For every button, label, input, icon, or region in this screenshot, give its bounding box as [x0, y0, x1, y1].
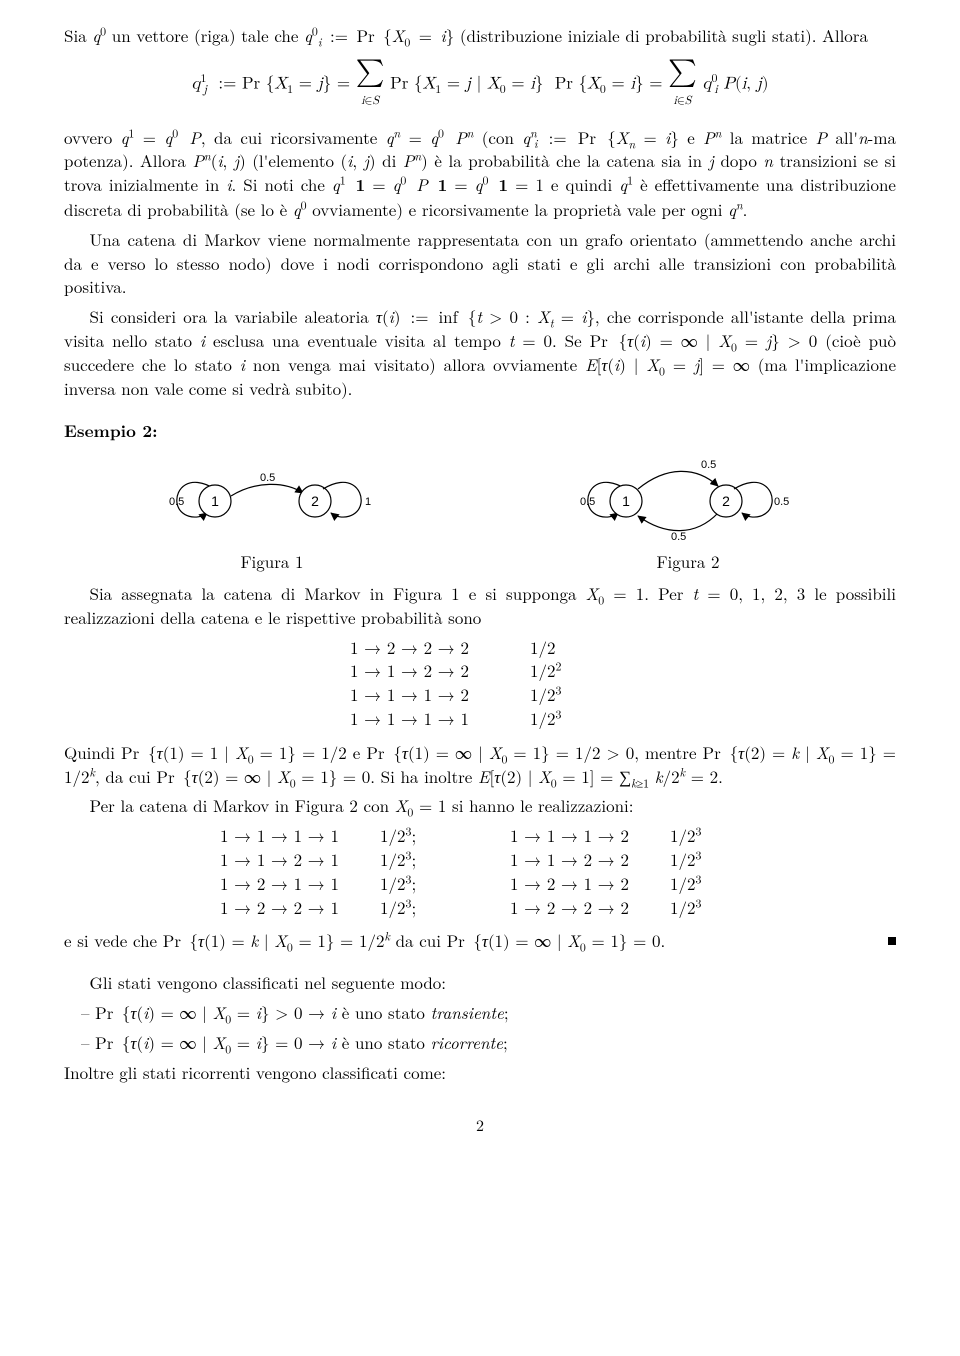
prob-cell: 1/23 [670, 824, 740, 848]
seq-cell: 1 → 1 → 2 → 2 [510, 848, 670, 872]
seq-cell: 1 → 1 → 1 → 1 [220, 824, 380, 848]
paragraph-after-figs: Sia assegnata la catena di Markov in Fig… [64, 582, 896, 630]
markov-figure-1: 0.5 0.5 1 2 1 [155, 461, 385, 541]
qed-icon [888, 937, 896, 945]
prob-cell: 1/23 [670, 896, 740, 920]
sequence-table-2: 1 → 1 → 1 → 1 1/23; 1 → 1 → 1 → 2 1/23 1… [220, 824, 740, 919]
seq-cell: 1 → 2 → 2 → 1 [220, 896, 380, 920]
edge-label: 0.5 [169, 496, 184, 508]
edge-label: 1 [365, 496, 371, 508]
prob-cell: 1/22 [530, 659, 610, 683]
paragraph-intro: Sia q0 un vettore (riga) tale che q0i :=… [64, 24, 896, 48]
edge-label: 0.5 [580, 496, 595, 508]
figure-2-caption: Figura 2 [501, 550, 875, 574]
paragraph-after-seq2: e si vede che Pr {τ(1) = k | X0 = 1} = 1… [64, 929, 896, 953]
figure-1-caption: Figura 1 [85, 550, 459, 574]
page-number: 2 [64, 1114, 896, 1136]
node-label: 2 [311, 493, 319, 509]
equation-q1: q1j := Pr {X1 = j} = ∑ i∈S Pr {X1 = j | … [64, 54, 896, 116]
prob-cell: 1/23; [380, 896, 450, 920]
markov-figure-2: 0.5 0.5 0.5 1 2 0.5 [566, 456, 806, 546]
paragraph-markov-graph: Una catena di Markov viene normalmente r… [64, 228, 896, 299]
prob-cell: 1/23 [670, 848, 740, 872]
classify-item-transient: – Pr {τ(i) = ∞ | X0 = i} > 0 → i è uno s… [101, 1001, 896, 1025]
prob-cell: 1/23; [380, 848, 450, 872]
classify-item-recurrent: – Pr {τ(i) = ∞ | X0 = i} = 0 → i è uno s… [101, 1031, 896, 1055]
sequence-table-1: 1 → 2 → 2 → 21/2 1 → 1 → 2 → 21/22 1 → 1… [350, 636, 610, 731]
node-label: 2 [722, 493, 730, 509]
paragraph-after-eq1: ovvero q1 = q0 P, da cui ricorsivamente … [64, 126, 896, 222]
seq-cell: 1 → 2 → 1 → 2 [510, 872, 670, 896]
seq-cell: 1 → 2 → 2 → 2 [350, 636, 530, 660]
seq-cell: 1 → 1 → 1 → 2 [510, 824, 670, 848]
seq-cell: 1 → 2 → 1 → 1 [220, 872, 380, 896]
seq-cell: 1 → 2 → 2 → 2 [510, 896, 670, 920]
edge-label: 0.5 [774, 496, 789, 508]
seq-cell: 1 → 1 → 2 → 1 [220, 848, 380, 872]
edge-label: 0.5 [701, 459, 716, 471]
paragraph-tau: Si consideri ora la variabile aleatoria … [64, 305, 896, 400]
paragraph-after-seq1: Quindi Pr {τ(1) = 1 | X0 = 1} = 1/2 e Pr… [64, 741, 896, 789]
prob-cell: 1/23 [530, 707, 610, 731]
prob-cell: 1/23 [530, 683, 610, 707]
paragraph-classify-intro: Gli stati vengono classificati nel segue… [64, 971, 896, 995]
paragraph-classify-outro: Inoltre gli stati ricorrenti vengono cla… [64, 1061, 896, 1085]
prob-cell: 1/23; [380, 824, 450, 848]
example-heading: Esempio 2: [64, 420, 896, 444]
node-label: 1 [622, 493, 630, 509]
seq-cell: 1 → 1 → 1 → 1 [350, 707, 530, 731]
paragraph-fig2-intro: Per la catena di Markov in Figura 2 con … [64, 794, 896, 818]
seq-cell: 1 → 1 → 1 → 2 [350, 683, 530, 707]
prob-cell: 1/2 [530, 636, 610, 660]
edge-label: 0.5 [260, 472, 275, 484]
prob-cell: 1/23 [670, 872, 740, 896]
edge-label: 0.5 [671, 531, 686, 543]
seq-cell: 1 → 1 → 2 → 2 [350, 659, 530, 683]
node-label: 1 [211, 493, 219, 509]
prob-cell: 1/23; [380, 872, 450, 896]
